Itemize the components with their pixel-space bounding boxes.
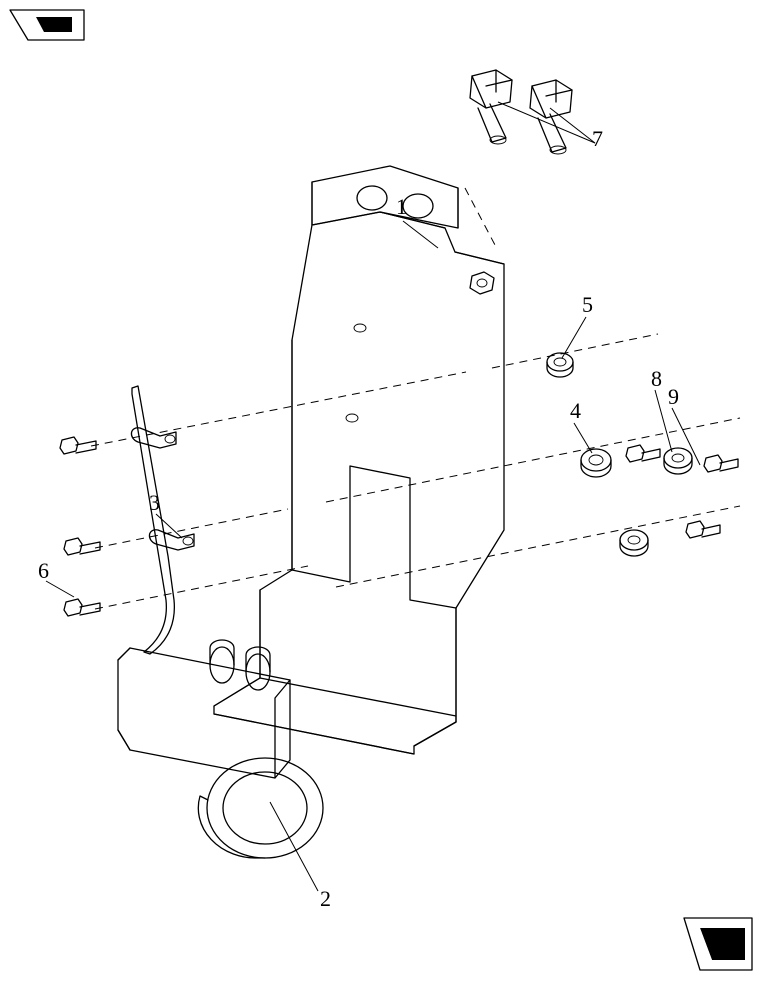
part-hydraulic-block: [118, 640, 323, 858]
part-bolt-mid-a: [626, 445, 660, 462]
part-bolt-6c: [60, 437, 96, 454]
next-page-icon[interactable]: [684, 918, 752, 970]
callout-9: 9: [668, 384, 679, 409]
part-bolt-7a: [470, 70, 512, 144]
part-bracket: [214, 166, 504, 754]
nut-upper: [470, 272, 494, 294]
part-washer-8: [664, 448, 692, 474]
leader-lines: [46, 102, 700, 891]
part-washer-5: [547, 353, 573, 377]
callout-4: 4: [570, 398, 581, 423]
assembly-diagram: 1 2 3 4 5 6 7 8 9: [0, 0, 764, 1000]
callout-7: 7: [592, 126, 603, 151]
callout-5: 5: [582, 292, 593, 317]
part-bolt-6a: [64, 538, 100, 555]
part-bolt-9: [704, 455, 738, 472]
part-washer-lower: [620, 530, 648, 556]
callout-2: 2: [320, 886, 331, 911]
part-washer-4: [581, 449, 611, 477]
callout-3: 3: [149, 490, 160, 515]
part-bolt-lower: [686, 521, 720, 538]
callout-8: 8: [651, 366, 662, 391]
exploded-lines: [91, 188, 740, 609]
prev-page-icon[interactable]: [10, 10, 84, 40]
callout-6: 6: [38, 558, 49, 583]
part-bolt-6b: [64, 599, 100, 616]
callout-numbers: 1 2 3 4 5 6 7 8 9: [38, 126, 679, 911]
callout-1: 1: [396, 194, 407, 219]
part-bolt-7b: [530, 80, 572, 154]
